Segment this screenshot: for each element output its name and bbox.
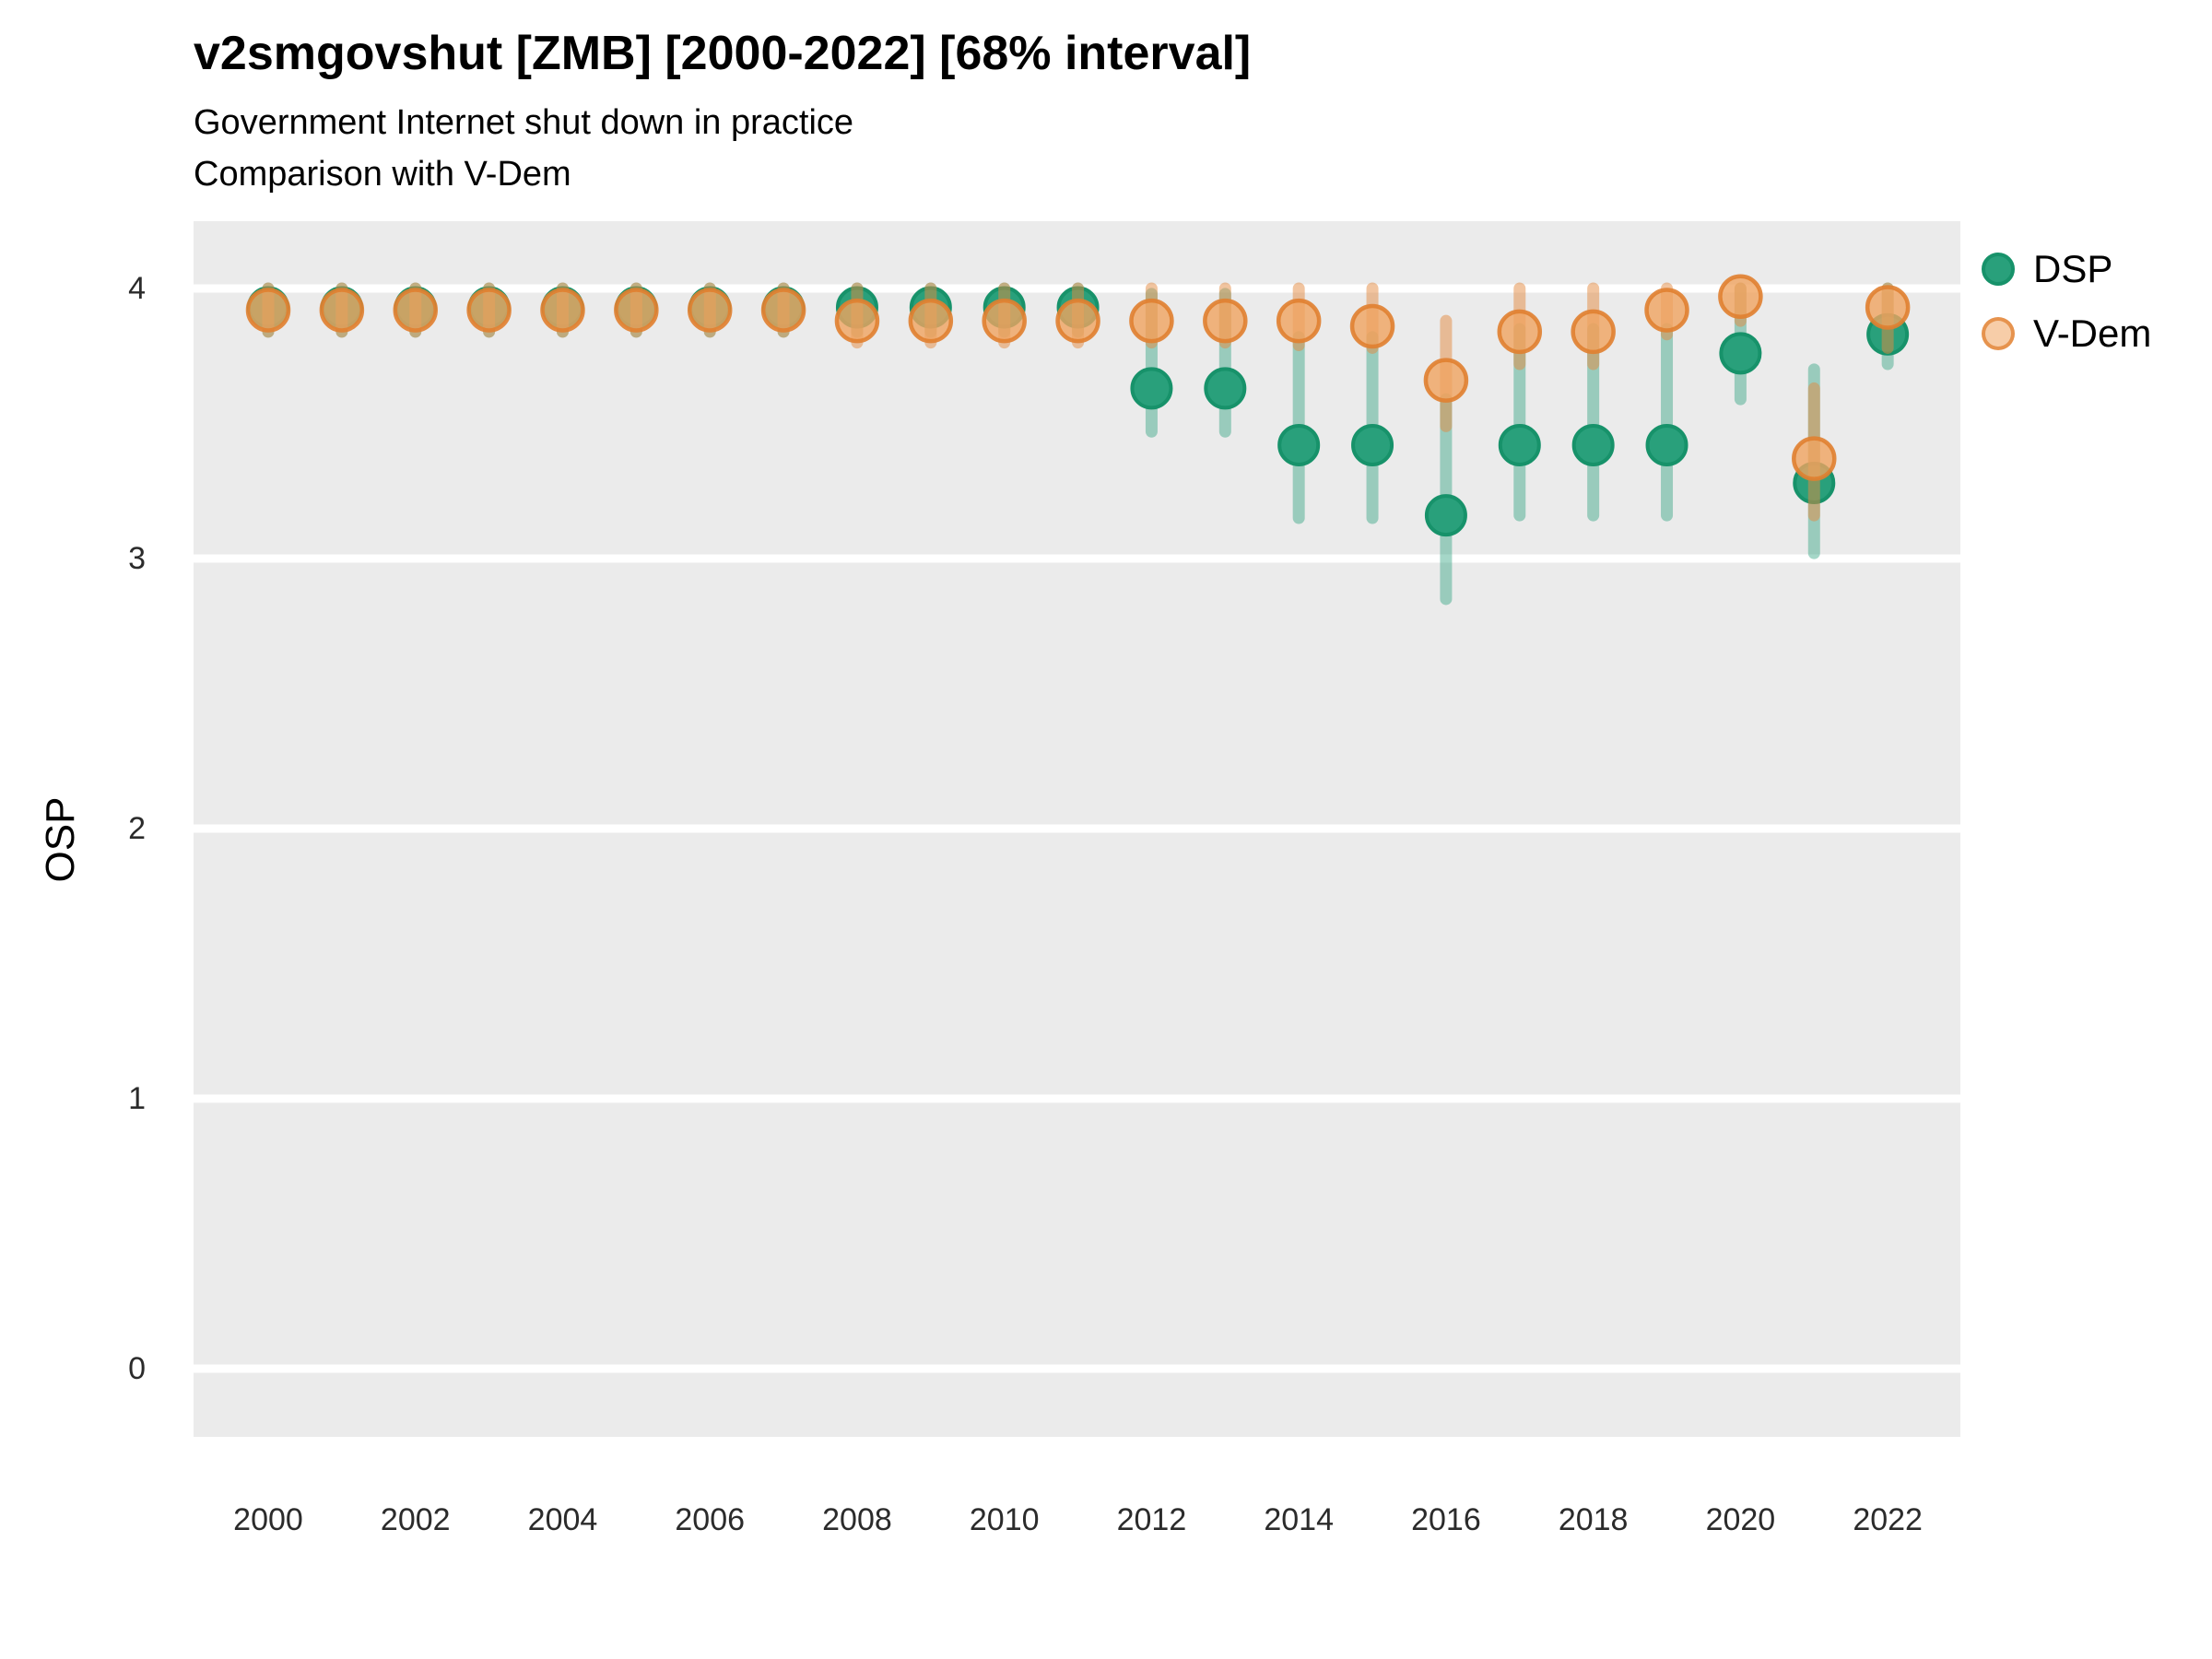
- vdem-legend-swatch-icon: [1982, 317, 2015, 350]
- chart-title: v2smgovshut [ZMB] [2000-2022] [68% inter…: [194, 27, 1252, 80]
- vdem-legend-label: V-Dem: [2033, 312, 2152, 355]
- y-tick-label-0: 0: [128, 1351, 146, 1386]
- vdem-point-2020: [1718, 274, 1763, 320]
- y-tick-label-4: 4: [128, 271, 146, 306]
- vdem-point-2021: [1792, 436, 1837, 481]
- x-tick-label-2012: 2012: [1117, 1502, 1187, 1537]
- x-tick-label-2006: 2006: [675, 1502, 745, 1537]
- dsp-point-2012: [1130, 367, 1173, 410]
- y-axis-tick-labels: 0 1 2 3 4: [128, 271, 146, 1386]
- vdem-point-2001: [319, 288, 365, 333]
- x-axis-tick-labels: 2000 2002 2004 2006 2008 2010 2012 2014 2016 2018…: [233, 1502, 1923, 1537]
- dsp-legend-swatch-icon: [1982, 253, 2015, 286]
- dsp-point-2020: [1719, 332, 1762, 375]
- vdem-point-2012: [1129, 298, 1174, 344]
- vdem-point-2002: [393, 288, 438, 333]
- dsp-point-2017: [1498, 423, 1541, 466]
- dsp-point-2016: [1424, 494, 1467, 537]
- vdem-point-2016: [1423, 358, 1469, 403]
- chart-subtitle-line1: Government Internet shut down in practic…: [194, 103, 854, 142]
- vdem-point-2017: [1497, 309, 1543, 355]
- y-axis-title: OSP: [38, 796, 83, 883]
- dsp-point-2013: [1204, 367, 1247, 410]
- chart-subtitle-line2: Comparison with V-Dem: [194, 155, 571, 194]
- legend-item-dsp: DSP: [1982, 247, 2151, 291]
- vdem-series: [245, 274, 1911, 522]
- dsp-point-2014: [1277, 423, 1321, 466]
- vdem-point-2003: [466, 288, 512, 333]
- dsp-point-2015: [1351, 423, 1394, 466]
- vdem-point-2022: [1865, 285, 1911, 330]
- vdem-point-2015: [1349, 303, 1395, 349]
- x-tick-label-2008: 2008: [822, 1502, 892, 1537]
- vdem-point-2005: [614, 288, 659, 333]
- x-tick-label-2002: 2002: [381, 1502, 451, 1537]
- dsp-point-2018: [1571, 423, 1615, 466]
- vdem-point-2009: [908, 298, 954, 344]
- x-tick-label-2018: 2018: [1559, 1502, 1629, 1537]
- vdem-point-2019: [1644, 288, 1689, 333]
- x-tick-label-2022: 2022: [1853, 1502, 1923, 1537]
- vdem-point-2018: [1571, 309, 1616, 355]
- x-tick-label-2016: 2016: [1411, 1502, 1481, 1537]
- x-tick-label-2010: 2010: [970, 1502, 1040, 1537]
- x-tick-label-2000: 2000: [233, 1502, 303, 1537]
- vdem-point-2004: [540, 288, 585, 333]
- vdem-point-2007: [760, 288, 806, 333]
- vdem-point-2010: [982, 298, 1027, 344]
- gridlines: [194, 284, 1960, 1373]
- y-tick-label-3: 3: [128, 541, 146, 576]
- vdem-point-2000: [245, 288, 291, 333]
- dsp-point-2019: [1645, 423, 1688, 466]
- x-tick-label-2004: 2004: [528, 1502, 598, 1537]
- vdem-point-2014: [1276, 298, 1322, 344]
- vdem-point-2008: [834, 298, 880, 344]
- legend-item-vdem: V-Dem: [1982, 312, 2151, 356]
- x-tick-label-2020: 2020: [1706, 1502, 1776, 1537]
- vdem-point-2006: [687, 288, 733, 333]
- x-tick-label-2014: 2014: [1264, 1502, 1334, 1537]
- legend: DSP V-Dem: [1982, 247, 2151, 356]
- y-tick-label-1: 1: [128, 1081, 146, 1116]
- vdem-point-2013: [1203, 298, 1248, 344]
- y-tick-label-2: 2: [128, 811, 146, 846]
- dsp-legend-label: DSP: [2033, 247, 2113, 290]
- vdem-point-2011: [1055, 298, 1100, 344]
